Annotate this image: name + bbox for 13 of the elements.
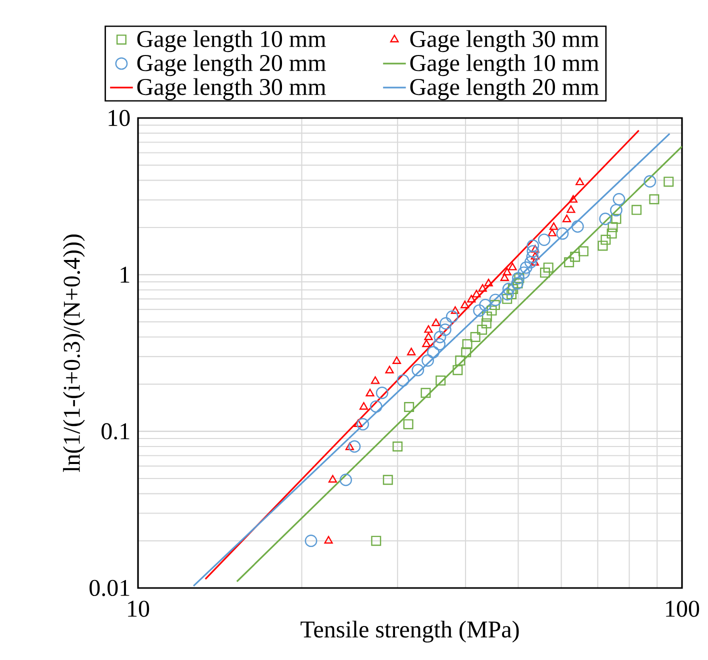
y-tick-label: 1	[120, 266, 130, 283]
x-axis-title: Tensile strength (MPa)	[300, 620, 519, 643]
y-axis-title: ln(1/(1-(i+0.3)/(N+0.4)))	[63, 234, 85, 472]
legend-label: Gage length 20 mm	[410, 78, 599, 100]
legend-label: Gage length 20 mm	[137, 54, 326, 76]
y-tick-label: 0.01	[90, 580, 130, 596]
legend-label: Gage length 10 mm	[410, 54, 599, 76]
legend-label: Gage length 30 mm	[410, 30, 599, 52]
y-tick-label: 10	[108, 110, 130, 126]
legend-label: Gage length 10 mm	[137, 30, 326, 52]
legend-label: Gage length 30 mm	[137, 78, 326, 100]
x-tick-label: 100	[666, 600, 700, 617]
y-tick-label: 0.1	[102, 423, 130, 440]
